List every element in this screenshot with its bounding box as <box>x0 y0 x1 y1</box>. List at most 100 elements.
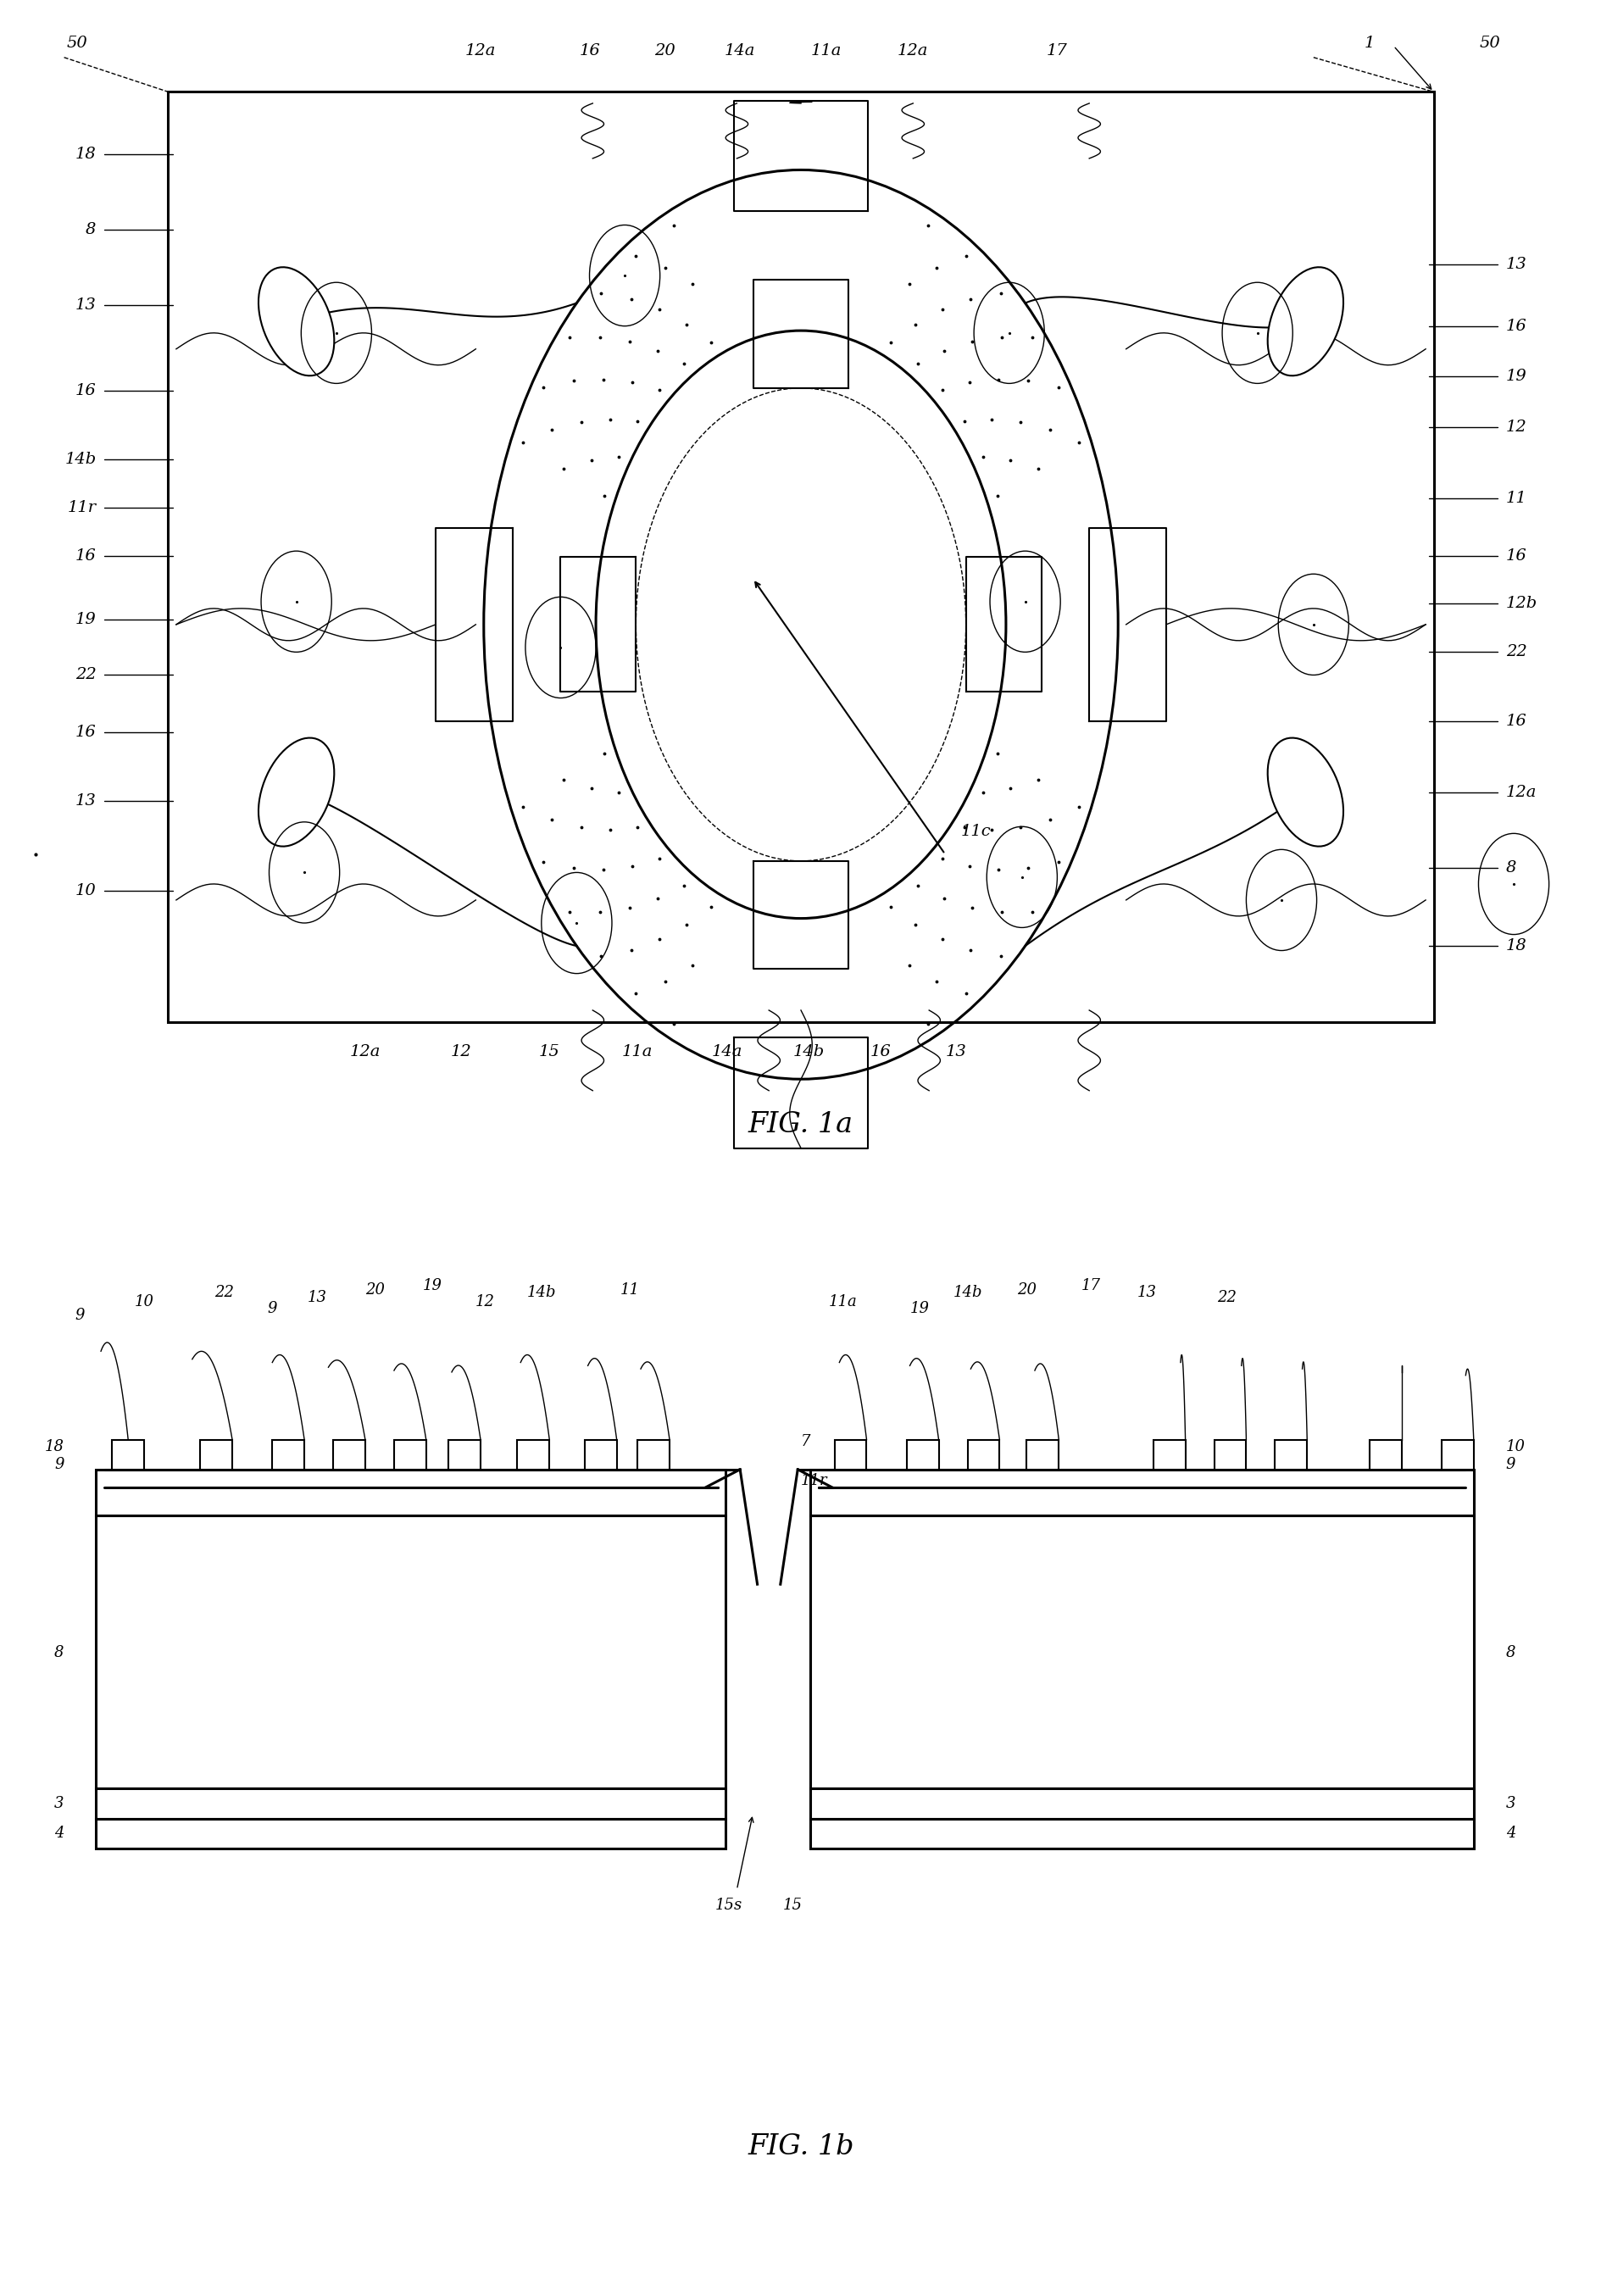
Text: 13: 13 <box>307 1290 327 1304</box>
Text: 16: 16 <box>75 726 96 739</box>
Text: 1: 1 <box>1364 37 1374 51</box>
Bar <box>1026 1440 1058 1469</box>
Bar <box>96 1515 725 1789</box>
Text: 13: 13 <box>1137 1286 1156 1300</box>
Text: 18: 18 <box>1505 939 1526 953</box>
Text: 20: 20 <box>365 1283 384 1297</box>
Text: 13: 13 <box>75 794 96 808</box>
Text: 8: 8 <box>85 223 96 236</box>
Text: 16: 16 <box>1505 549 1526 563</box>
Text: 22: 22 <box>215 1286 234 1300</box>
Text: 14b: 14b <box>953 1286 981 1300</box>
Text: 12a: 12a <box>897 44 929 57</box>
Text: 14a: 14a <box>724 44 756 57</box>
Text: 16: 16 <box>75 383 96 397</box>
Text: 14a: 14a <box>711 1045 743 1058</box>
Text: 11r: 11r <box>800 1474 828 1488</box>
Text: 11a: 11a <box>621 1045 653 1058</box>
Text: 10: 10 <box>75 884 96 898</box>
Text: 11r: 11r <box>67 501 96 514</box>
Text: 12a: 12a <box>464 44 496 57</box>
Text: 9: 9 <box>1505 1458 1515 1472</box>
Text: 9: 9 <box>75 1309 85 1322</box>
Text: 50: 50 <box>1478 37 1500 51</box>
Ellipse shape <box>1266 737 1343 847</box>
Bar <box>333 1440 365 1469</box>
Text: 19: 19 <box>1505 370 1526 383</box>
Text: 11a: 11a <box>828 1295 857 1309</box>
Text: 9: 9 <box>54 1458 64 1472</box>
Text: 14b: 14b <box>527 1286 556 1300</box>
Bar <box>967 1440 999 1469</box>
Text: 22: 22 <box>75 668 96 682</box>
Bar <box>168 92 1433 1022</box>
Text: FIG. 1b: FIG. 1b <box>748 2133 853 2161</box>
Bar <box>1274 1440 1306 1469</box>
Text: 16: 16 <box>75 549 96 563</box>
Ellipse shape <box>258 737 335 847</box>
Text: 11: 11 <box>1505 491 1526 505</box>
Text: 13: 13 <box>75 298 96 312</box>
Text: 15: 15 <box>783 1899 802 1913</box>
Bar <box>1153 1440 1185 1469</box>
Text: 19: 19 <box>423 1279 442 1293</box>
Bar <box>810 1515 1473 1789</box>
Text: 18: 18 <box>75 147 96 161</box>
Bar <box>810 1469 1473 1515</box>
Text: 7: 7 <box>800 1435 810 1449</box>
Text: 3: 3 <box>54 1795 64 1812</box>
Bar <box>96 1789 725 1818</box>
Text: 22: 22 <box>1217 1290 1236 1304</box>
Bar <box>394 1440 426 1469</box>
Text: 8: 8 <box>1505 861 1516 875</box>
Text: 11c: 11c <box>961 824 991 838</box>
Text: 20: 20 <box>1017 1283 1036 1297</box>
Text: 15: 15 <box>538 1045 560 1058</box>
Text: 14b: 14b <box>64 452 96 466</box>
Text: 12a: 12a <box>349 1045 381 1058</box>
Text: 18: 18 <box>45 1440 64 1453</box>
Text: 12a: 12a <box>1505 785 1535 799</box>
Text: 3: 3 <box>1505 1795 1515 1812</box>
Text: 12: 12 <box>475 1295 495 1309</box>
Bar <box>517 1440 549 1469</box>
Text: 11a: 11a <box>810 44 842 57</box>
Text: 10: 10 <box>134 1295 154 1309</box>
Bar <box>272 1440 304 1469</box>
Bar <box>1441 1440 1473 1469</box>
Text: 17: 17 <box>1081 1279 1100 1293</box>
Text: 17: 17 <box>1045 44 1068 57</box>
Text: 13: 13 <box>945 1045 967 1058</box>
Text: 10: 10 <box>1505 1440 1524 1453</box>
Bar <box>584 1440 616 1469</box>
Text: 4: 4 <box>1505 1825 1515 1841</box>
Text: 4: 4 <box>54 1825 64 1841</box>
Text: 12: 12 <box>450 1045 472 1058</box>
Bar <box>834 1440 866 1469</box>
Text: 12b: 12b <box>1505 597 1537 611</box>
Bar <box>96 1818 725 1848</box>
Text: 19: 19 <box>75 613 96 627</box>
Ellipse shape <box>1266 266 1343 377</box>
Text: 16: 16 <box>869 1045 892 1058</box>
Bar <box>810 1789 1473 1818</box>
Text: 14b: 14b <box>792 1045 825 1058</box>
Bar <box>200 1440 232 1469</box>
Bar <box>810 1818 1473 1848</box>
Text: 20: 20 <box>653 44 676 57</box>
Text: 11: 11 <box>620 1283 639 1297</box>
Text: 8: 8 <box>1505 1646 1515 1660</box>
Bar <box>96 1469 725 1515</box>
Text: 16: 16 <box>1505 714 1526 728</box>
Bar <box>1214 1440 1246 1469</box>
Text: 13: 13 <box>1505 257 1526 271</box>
Text: 9: 9 <box>267 1302 277 1316</box>
Text: FIG. 1a: FIG. 1a <box>748 1111 853 1139</box>
Bar <box>637 1440 669 1469</box>
Ellipse shape <box>258 266 335 377</box>
Text: 12: 12 <box>1505 420 1526 434</box>
Text: 16: 16 <box>578 44 600 57</box>
Bar <box>448 1440 480 1469</box>
Text: 22: 22 <box>1505 645 1526 659</box>
Bar <box>112 1440 144 1469</box>
